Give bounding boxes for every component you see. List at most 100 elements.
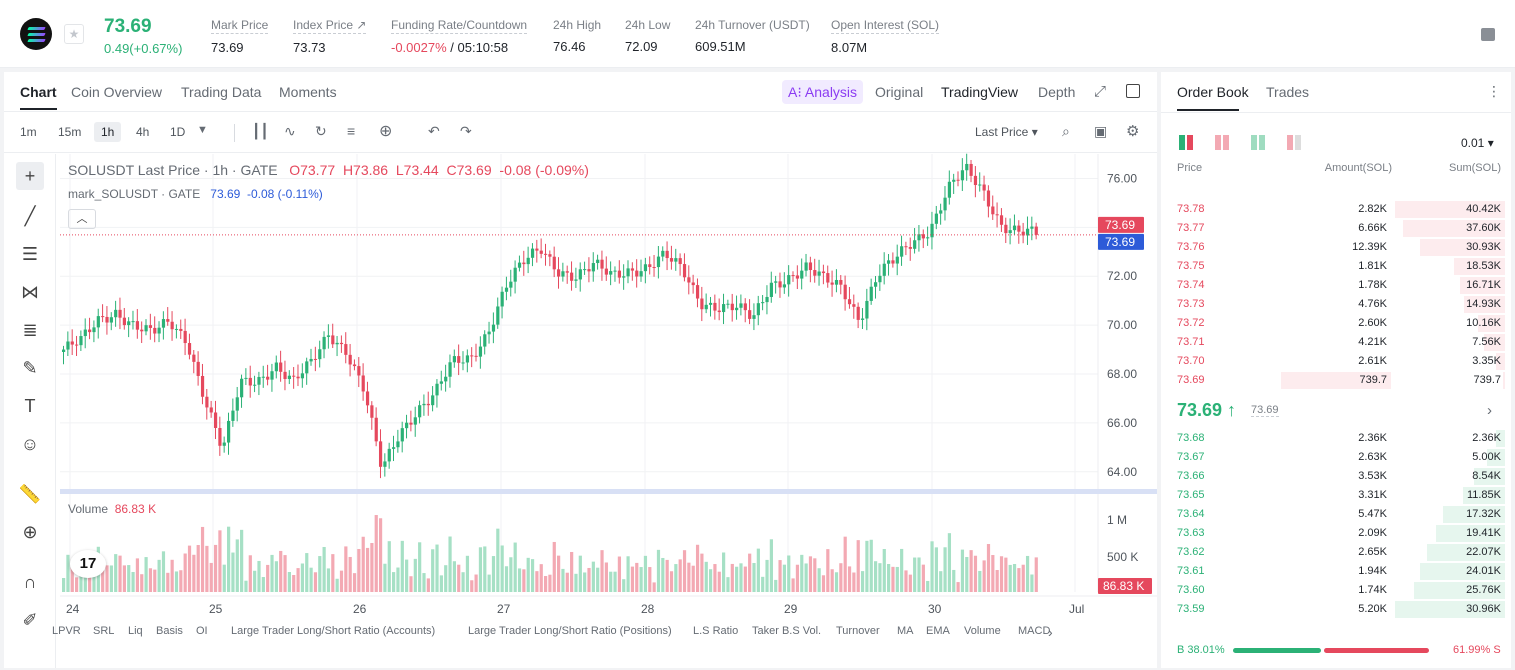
tab-coin-overview[interactable]: Coin Overview: [71, 84, 163, 100]
view-original[interactable]: Original: [875, 84, 924, 100]
text-tool-icon[interactable]: T: [24, 396, 36, 416]
indicators-icon[interactable]: ∿: [284, 123, 296, 139]
horizontal-lines-tool-icon[interactable]: ☰: [21, 244, 39, 264]
brush-tool-icon[interactable]: ✎: [22, 358, 38, 378]
ask-row[interactable]: 73.72 2.60K 10.16K: [1161, 314, 1511, 333]
mark-price-legend: mark_SOLUSDT · GATE 73.69 -0.08 (-0.11%): [68, 187, 323, 201]
ask-row[interactable]: 73.74 1.78K 16.71K: [1161, 276, 1511, 295]
more-options-icon[interactable]: ⋮: [1487, 83, 1501, 99]
order-price: 73.60: [1177, 584, 1205, 596]
volume-bar: [170, 559, 174, 592]
zoom-in-tool-icon[interactable]: ⊕: [22, 522, 38, 542]
indicator-basis[interactable]: Basis: [156, 625, 183, 637]
ask-row[interactable]: 73.70 2.61K 3.35K: [1161, 352, 1511, 371]
last-price-select[interactable]: Last Price ▾: [975, 125, 1038, 139]
indicator-turnover[interactable]: Turnover: [836, 625, 880, 637]
tick-size-select[interactable]: 0.01 ▾: [1461, 136, 1494, 150]
add-indicator-icon[interactable]: ⊕: [379, 123, 393, 140]
indicator-l-s-ratio[interactable]: L.S Ratio: [693, 625, 739, 637]
tab-moments[interactable]: Moments: [279, 84, 337, 100]
pencil-tool-icon[interactable]: ✐: [22, 610, 38, 630]
tab-trades[interactable]: Trades: [1266, 84, 1310, 100]
search-icon[interactable]: ⌕: [1062, 123, 1070, 139]
bid-row[interactable]: 73.68 2.36K 2.36K: [1161, 429, 1511, 448]
ask-row[interactable]: 73.77 6.66K 37.60K: [1161, 219, 1511, 238]
pattern-tool-icon[interactable]: ⋈: [21, 282, 39, 302]
collapse-legend-button[interactable]: ︿: [68, 209, 96, 229]
order-sum: 11.85K: [1466, 489, 1501, 501]
timeframe-1m[interactable]: 1m: [20, 125, 37, 139]
view-tradingview[interactable]: TradingView: [941, 84, 1019, 100]
price-axis-label: 76.00: [1107, 171, 1137, 185]
ai-analysis-button[interactable]: A⁝ Analysis: [782, 80, 864, 104]
indicator-ema[interactable]: EMA: [926, 625, 950, 637]
indicator-lpvr[interactable]: LPVR: [52, 625, 81, 637]
indicator-srl[interactable]: SRL: [93, 625, 115, 637]
trend-line-tool-icon[interactable]: ╱: [24, 206, 36, 226]
crosshair-tool-icon[interactable]: +: [16, 162, 44, 190]
camera-icon[interactable]: ▣: [1094, 123, 1108, 139]
ask-row[interactable]: 73.76 12.39K 30.93K: [1161, 238, 1511, 257]
ask-row[interactable]: 73.75 1.81K 18.53K: [1161, 257, 1511, 276]
book-icon[interactable]: [1481, 28, 1495, 41]
bid-row[interactable]: 73.59 5.20K 30.96K: [1161, 600, 1511, 619]
tab-chart[interactable]: Chart: [20, 84, 57, 110]
fib-tool-icon[interactable]: ≣: [22, 320, 38, 340]
emoji-tool-icon[interactable]: ☺: [20, 434, 40, 454]
settings-gear-icon[interactable]: ⚙: [1126, 123, 1140, 140]
ask-row[interactable]: 73.73 4.76K 14.93K: [1161, 295, 1511, 314]
bid-row[interactable]: 73.61 1.94K 24.01K: [1161, 562, 1511, 581]
layout-bids-icon[interactable]: [1251, 135, 1265, 150]
bid-row[interactable]: 73.67 2.63K 5.00K: [1161, 448, 1511, 467]
candle: [1012, 225, 1017, 231]
timeframe-1h[interactable]: 1h: [94, 122, 122, 142]
volume-bar: [591, 561, 595, 592]
indicator-volume[interactable]: Volume: [964, 625, 1001, 637]
bid-row[interactable]: 73.64 5.47K 17.32K: [1161, 505, 1511, 524]
stat-index-price[interactable]: Index Price ↗ 73.73: [293, 18, 367, 55]
template-icon[interactable]: ≡: [347, 123, 356, 139]
tab-order-book[interactable]: Order Book: [1177, 84, 1249, 111]
ask-row[interactable]: 73.69 739.7 739.7: [1161, 371, 1511, 390]
indicator-large-trader-long-short-ratio-accounts-[interactable]: Large Trader Long/Short Ratio (Accounts): [231, 625, 436, 637]
volume-bar: [761, 576, 765, 592]
timeframe-4h[interactable]: 4h: [136, 125, 150, 139]
refresh-icon[interactable]: ↻: [315, 123, 327, 139]
volume-bar: [405, 559, 409, 592]
bid-row[interactable]: 73.65 3.31K 11.85K: [1161, 486, 1511, 505]
indicator-liq[interactable]: Liq: [128, 625, 143, 637]
redo-icon[interactable]: ↷: [460, 123, 472, 139]
expand-icon[interactable]: ⤢: [1094, 83, 1107, 100]
candle: [504, 287, 509, 292]
layout-sell-icon[interactable]: [1287, 135, 1301, 150]
indicator-taker-b-s-vol-[interactable]: Taker B.S Vol.: [752, 625, 822, 637]
indicator-oi[interactable]: OI: [196, 625, 208, 637]
candle: [396, 441, 400, 448]
timeframe-1d[interactable]: 1D: [170, 125, 186, 139]
view-depth[interactable]: Depth: [1038, 84, 1076, 100]
ask-row[interactable]: 73.78 2.82K 40.42K: [1161, 200, 1511, 219]
bid-row[interactable]: 73.62 2.65K 22.07K: [1161, 543, 1511, 562]
indicator-large-trader-long-short-ratio-positions-[interactable]: Large Trader Long/Short Ratio (Positions…: [468, 625, 672, 637]
ask-row[interactable]: 73.71 4.21K 7.56K: [1161, 333, 1511, 352]
timeframe-15m[interactable]: 15m: [58, 125, 82, 139]
timeframe-dropdown-icon[interactable]: ▼: [197, 124, 208, 136]
chevron-right-icon[interactable]: ›: [1487, 402, 1492, 419]
layout-asks-icon[interactable]: [1215, 135, 1229, 150]
magnet-tool-icon[interactable]: ∩: [23, 572, 37, 592]
layout-both-icon[interactable]: [1179, 135, 1193, 150]
undo-icon[interactable]: ↶: [428, 123, 440, 139]
bid-row[interactable]: 73.60 1.74K 25.76K: [1161, 581, 1511, 600]
fullscreen-icon[interactable]: [1126, 84, 1140, 98]
indicator-ma[interactable]: MA: [897, 625, 914, 637]
indicator-macd[interactable]: MACD: [1018, 625, 1051, 637]
indicator-more-icon[interactable]: ›: [1048, 624, 1053, 640]
favorite-star-icon[interactable]: ★: [64, 24, 84, 44]
ruler-tool-icon[interactable]: 📏: [18, 484, 42, 504]
bid-row[interactable]: 73.63 2.09K 19.41K: [1161, 524, 1511, 543]
candlestick-chart[interactable]: 76.0074.0072.0070.0068.0066.0064.0024252…: [4, 72, 1157, 668]
candle-type-icon[interactable]: ┃┃: [252, 123, 269, 139]
bid-row[interactable]: 73.66 3.53K 8.54K: [1161, 467, 1511, 486]
volume-bar: [774, 579, 778, 592]
tab-trading-data[interactable]: Trading Data: [181, 84, 262, 100]
